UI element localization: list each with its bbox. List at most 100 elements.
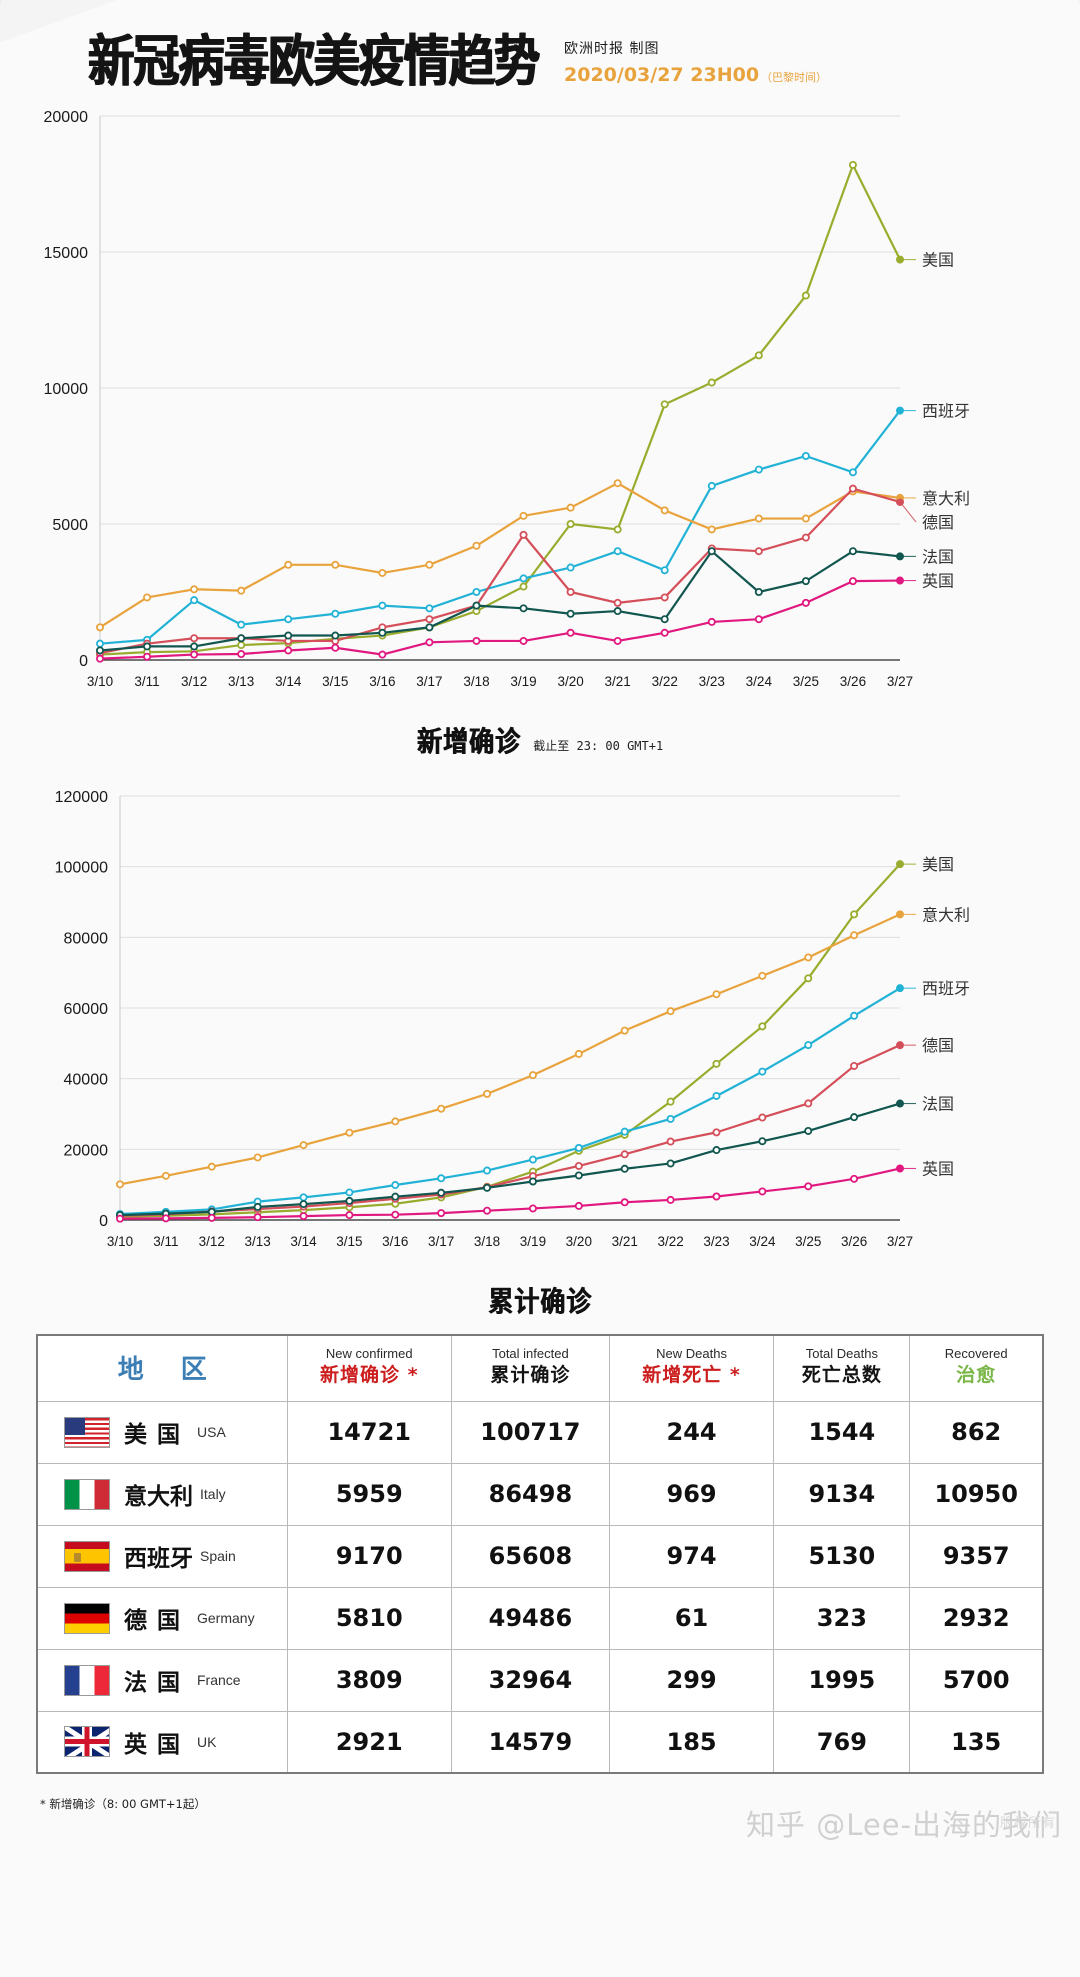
series-point (660, 593, 669, 602)
series-point (848, 577, 857, 586)
series-point (660, 566, 669, 575)
series-line (118, 863, 902, 1218)
x-axis-tick: 3/12 (181, 674, 207, 689)
x-axis-tick: 3/24 (749, 1234, 776, 1249)
x-axis-tick: 3/20 (557, 674, 583, 689)
series-point (528, 1204, 537, 1213)
cell-recovered: 2932 (909, 1586, 1044, 1650)
series-point (190, 585, 199, 594)
series-point (391, 1117, 400, 1126)
uk-flag (64, 1726, 110, 1758)
series-point (566, 563, 575, 572)
series-point (754, 587, 763, 596)
country-name-cn: 意大利 (124, 1484, 193, 1511)
series-point (284, 560, 293, 569)
series-point (331, 609, 340, 618)
series-point (574, 1171, 583, 1180)
series-point (758, 971, 767, 980)
series-point (848, 484, 857, 493)
series-point (620, 1127, 629, 1136)
watermark: 知乎 @Lee-出海的我们 (745, 1808, 1062, 1843)
series-point (804, 1126, 813, 1135)
x-axis-tick: 3/20 (566, 1234, 592, 1249)
x-axis-tick: 3/27 (887, 1234, 913, 1249)
series-point (801, 577, 810, 586)
series-point (237, 641, 246, 650)
chart1-caption: 新增确诊 截止至 23: 00 GMT+1 (0, 722, 1080, 758)
th-total-deaths: Total Deaths 死亡总数 (773, 1334, 911, 1402)
table-row: 意大利 Italy 5959 86498 969 9134 10950 (36, 1462, 1044, 1526)
series-point (620, 1026, 629, 1035)
th-total-deaths-cn: 死亡总数 (801, 1363, 882, 1386)
series-point (804, 1182, 813, 1191)
table-head: 地 区 New confirmed 新增确诊 * Total infected … (36, 1334, 1044, 1402)
series-point (483, 1166, 492, 1175)
series-point (613, 598, 622, 607)
series-point (574, 1201, 583, 1210)
series-label: 法国 (922, 1095, 954, 1114)
series-point (850, 1011, 859, 1020)
table-row: 英国 UK 2921 14579 185 769 135 (36, 1710, 1044, 1774)
series-point (660, 400, 669, 409)
x-axis-tick: 3/21 (605, 674, 631, 689)
series-point (299, 1200, 308, 1209)
infographic-page: 新冠病毒欧美疫情趋势 欧洲时报 制图 2020/03/27 23H00 （巴黎时… (0, 29, 1080, 1843)
series-point (483, 1089, 492, 1098)
series-label: 德国 (922, 1036, 954, 1055)
th-total-infected-en: Total infected (492, 1346, 569, 1361)
series-point (754, 514, 763, 523)
series-point (620, 1198, 629, 1207)
series-point (331, 560, 340, 569)
series-point (161, 1171, 170, 1180)
series-point (345, 1128, 354, 1137)
series-point (712, 1059, 721, 1068)
chart-total-confirmed: 0 20000 40000 60000 80000 100000 120000 3/10 3/1… (0, 780, 1080, 1318)
cell-recovered: 135 (909, 1710, 1044, 1774)
country-name-en: France (197, 1672, 241, 1689)
series-line (118, 1102, 902, 1217)
cell-total-infected: 86498 (450, 1462, 610, 1526)
series-point (660, 506, 669, 515)
series-point (519, 574, 528, 583)
series-point (707, 481, 716, 490)
series-point (425, 615, 434, 624)
x-axis-tick: 3/14 (290, 1234, 317, 1249)
series-point (425, 638, 434, 647)
x-axis-tick: 3/17 (416, 674, 442, 689)
series-point (391, 1181, 400, 1190)
series-point (712, 1091, 721, 1100)
th-total-deaths-en: Total Deaths (805, 1346, 878, 1361)
series-point (707, 547, 716, 556)
series-point (378, 628, 387, 637)
series-line (98, 409, 902, 645)
series-point (801, 598, 810, 607)
x-axis-tick: 3/24 (746, 674, 773, 689)
series-point (237, 634, 246, 643)
series-point (472, 636, 481, 645)
x-axis-tick: 3/10 (87, 674, 113, 689)
series-point (850, 1174, 859, 1183)
y-axis-tick: 20000 (64, 1142, 109, 1159)
series-point (666, 1007, 675, 1016)
series-point (378, 650, 387, 659)
series-point (613, 525, 622, 534)
y-axis-tick: 0 (99, 1213, 108, 1230)
x-axis-tick: 3/13 (228, 674, 254, 689)
cell-total-infected: 100717 (450, 1400, 610, 1464)
series-point (754, 465, 763, 474)
y-axis-tick: 120000 (55, 789, 108, 806)
date-note: （巴黎时间） (761, 72, 828, 84)
x-axis-tick: 3/22 (652, 674, 678, 689)
series-point (528, 1071, 537, 1080)
cell-new-deaths: 244 (608, 1400, 775, 1464)
th-new-confirmed-cn: 新增确诊 * (319, 1363, 419, 1386)
table-row: 美国 USA 14721 100717 244 1544 862 (36, 1400, 1044, 1464)
chart2-caption: 累计确诊 (0, 1282, 1080, 1318)
series-label: 美国 (922, 855, 954, 874)
cell-total-deaths: 323 (773, 1586, 911, 1650)
th-total-infected-cn: 累计确诊 (490, 1363, 571, 1386)
cell-new-deaths: 299 (608, 1648, 775, 1712)
cell-new-confirmed: 2921 (286, 1710, 452, 1774)
series-point (754, 615, 763, 624)
page-title: 新冠病毒欧美疫情趋势 (88, 29, 540, 95)
